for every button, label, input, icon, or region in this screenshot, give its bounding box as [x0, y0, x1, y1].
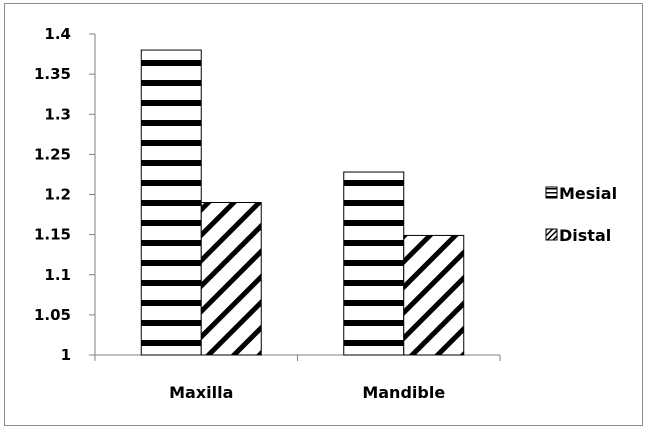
legend-label-distal: Distal: [559, 226, 611, 245]
y-tick-label: 1.4: [44, 25, 71, 43]
label-layer: 1 1.05 1.1 1.15 1.2 1.25 1.3 1.35 1.4 Maxilla Mand…: [34, 25, 445, 402]
y-tick-label: 1.3: [44, 105, 71, 123]
bar-distal-mandible: [403, 234, 465, 356]
bar-distal-maxilla: [200, 202, 262, 356]
legend-swatch-distal: [545, 228, 558, 241]
y-tick-label: 1.25: [34, 145, 71, 163]
y-tick-label: 1.35: [34, 65, 71, 83]
bar-layer: [140, 49, 465, 356]
legend: Mesial Distal: [545, 184, 617, 245]
x-category-label: Mandible: [362, 383, 445, 402]
bar-mesial-maxilla: [140, 49, 202, 356]
y-tick-label: 1.1: [44, 266, 71, 284]
legend-label-mesial: Mesial: [559, 184, 617, 203]
y-tick-label: 1: [61, 346, 71, 364]
legend-swatch-mesial: [545, 186, 558, 199]
y-tick-label: 1.2: [44, 186, 71, 204]
bar-mesial-mandible: [343, 171, 405, 356]
x-category-label: Maxilla: [169, 383, 233, 402]
y-tick-label: 1.15: [34, 226, 71, 244]
y-tick-label: 1.05: [34, 306, 71, 324]
